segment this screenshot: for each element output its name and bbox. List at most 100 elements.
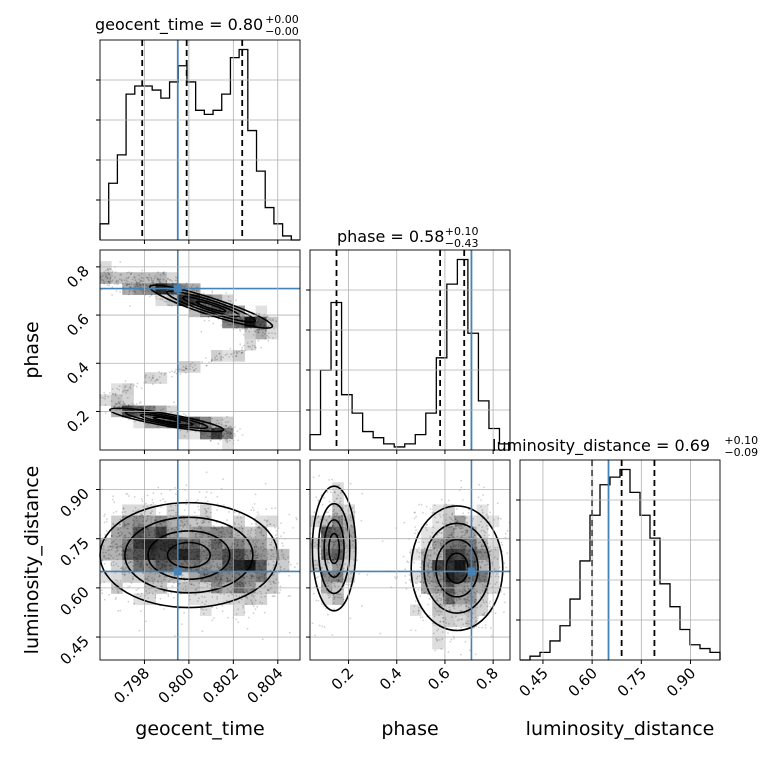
sample-point bbox=[249, 584, 252, 587]
sample-point bbox=[336, 596, 339, 599]
sample-point bbox=[198, 582, 201, 584]
sample-point bbox=[207, 535, 210, 538]
sample-point bbox=[193, 422, 196, 425]
sample-point bbox=[137, 563, 139, 565]
sample-point bbox=[161, 531, 164, 534]
density-cell bbox=[222, 560, 234, 572]
sample-point bbox=[200, 330, 203, 333]
sample-point bbox=[168, 569, 171, 572]
sample-point bbox=[237, 608, 240, 611]
sample-point bbox=[239, 591, 241, 594]
sample-point bbox=[154, 553, 157, 556]
sample-point bbox=[256, 511, 259, 513]
sample-point bbox=[227, 311, 230, 314]
sample-point bbox=[132, 575, 134, 578]
sample-point bbox=[344, 563, 346, 565]
sample-point bbox=[472, 532, 475, 535]
density-cell bbox=[133, 272, 145, 284]
sample-point bbox=[198, 555, 201, 557]
sample-point bbox=[124, 389, 127, 392]
sample-point bbox=[246, 565, 249, 568]
sample-point bbox=[201, 433, 204, 435]
sample-point bbox=[205, 557, 208, 560]
density-cell bbox=[100, 548, 112, 561]
sample-point bbox=[225, 548, 228, 550]
sample-point bbox=[255, 317, 258, 320]
sample-point bbox=[123, 291, 126, 294]
sample-point bbox=[339, 575, 342, 577]
sample-point bbox=[344, 522, 346, 524]
sample-point bbox=[140, 276, 143, 279]
sample-point bbox=[145, 374, 147, 377]
sample-point bbox=[105, 530, 108, 532]
sample-point bbox=[106, 277, 109, 279]
sample-point bbox=[208, 435, 211, 438]
sample-point bbox=[138, 629, 141, 632]
sample-point bbox=[146, 563, 149, 566]
sample-point bbox=[233, 559, 236, 562]
sample-point bbox=[145, 590, 148, 592]
sample-point bbox=[179, 294, 182, 297]
sample-point bbox=[170, 558, 173, 561]
sample-point bbox=[260, 596, 263, 598]
sample-point bbox=[239, 564, 242, 566]
sample-point bbox=[208, 521, 210, 524]
sample-point bbox=[116, 547, 118, 549]
sample-point bbox=[226, 576, 228, 579]
sample-point bbox=[454, 518, 457, 521]
sample-point bbox=[216, 509, 219, 511]
sample-point bbox=[180, 368, 183, 371]
sample-point bbox=[344, 523, 346, 526]
sample-point bbox=[170, 553, 172, 556]
sample-point bbox=[242, 590, 245, 593]
sample-point bbox=[129, 273, 132, 276]
sample-point bbox=[180, 549, 183, 552]
sample-point bbox=[132, 524, 135, 527]
sample-point bbox=[333, 556, 336, 559]
density-cell bbox=[188, 416, 201, 429]
sample-point bbox=[196, 425, 199, 428]
sample-point bbox=[456, 535, 459, 538]
sample-point bbox=[212, 428, 215, 431]
sample-point bbox=[257, 526, 259, 529]
sample-point bbox=[156, 551, 158, 554]
sample-point bbox=[120, 546, 123, 548]
sample-point bbox=[125, 536, 127, 539]
sample-point bbox=[198, 525, 201, 527]
sample-point bbox=[333, 584, 336, 587]
sample-point bbox=[199, 561, 202, 564]
sample-point bbox=[229, 535, 232, 538]
sample-point bbox=[137, 509, 140, 511]
sample-point bbox=[258, 328, 261, 331]
sample-point bbox=[244, 315, 247, 318]
sample-point bbox=[220, 357, 222, 360]
sample-point bbox=[117, 282, 120, 285]
sample-point bbox=[196, 550, 198, 553]
sample-point bbox=[254, 554, 256, 557]
sample-point bbox=[222, 478, 225, 480]
sample-point bbox=[256, 321, 259, 323]
sample-point bbox=[180, 293, 183, 295]
sample-point bbox=[480, 520, 482, 523]
sample-point bbox=[118, 535, 121, 538]
sample-point bbox=[179, 536, 181, 539]
sample-point bbox=[140, 401, 142, 404]
sample-point bbox=[171, 551, 174, 554]
sample-point bbox=[130, 557, 132, 559]
sample-point bbox=[227, 555, 229, 558]
sample-point bbox=[419, 581, 422, 584]
sample-point bbox=[234, 559, 237, 561]
sample-point bbox=[127, 404, 130, 406]
sample-point bbox=[130, 272, 132, 275]
sample-point bbox=[150, 294, 153, 296]
sample-point bbox=[120, 533, 123, 536]
sample-point bbox=[183, 518, 186, 520]
sample-point bbox=[227, 299, 230, 302]
sample-point bbox=[139, 595, 142, 597]
sample-point bbox=[451, 533, 453, 536]
sample-point bbox=[427, 566, 430, 569]
sample-point bbox=[216, 596, 219, 598]
sample-point bbox=[230, 432, 233, 435]
sample-point bbox=[153, 559, 155, 561]
sample-point bbox=[239, 551, 242, 554]
